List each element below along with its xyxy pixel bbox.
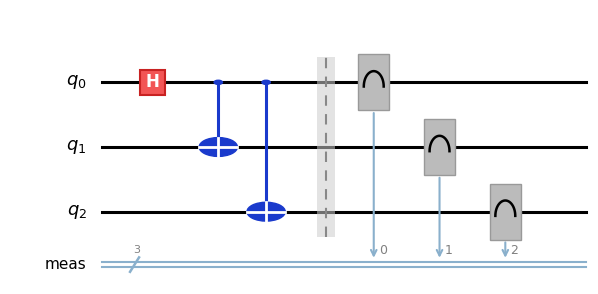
Text: $q_1$: $q_1$ [66,138,87,156]
Bar [424,119,455,175]
Text: meas: meas [45,257,87,272]
Bar [317,57,335,237]
Ellipse shape [199,138,237,156]
Ellipse shape [214,80,222,84]
Text: 1: 1 [444,244,453,257]
Bar [358,54,389,110]
Text: 3: 3 [133,245,140,255]
Ellipse shape [262,80,270,84]
Text: $q_2$: $q_2$ [66,203,87,221]
Text: H: H [145,73,160,91]
Bar [490,184,521,240]
Text: 0: 0 [379,244,387,257]
Text: $q_0$: $q_0$ [66,73,87,91]
Ellipse shape [247,202,285,221]
Text: 2: 2 [510,244,518,257]
Bar [140,70,165,95]
